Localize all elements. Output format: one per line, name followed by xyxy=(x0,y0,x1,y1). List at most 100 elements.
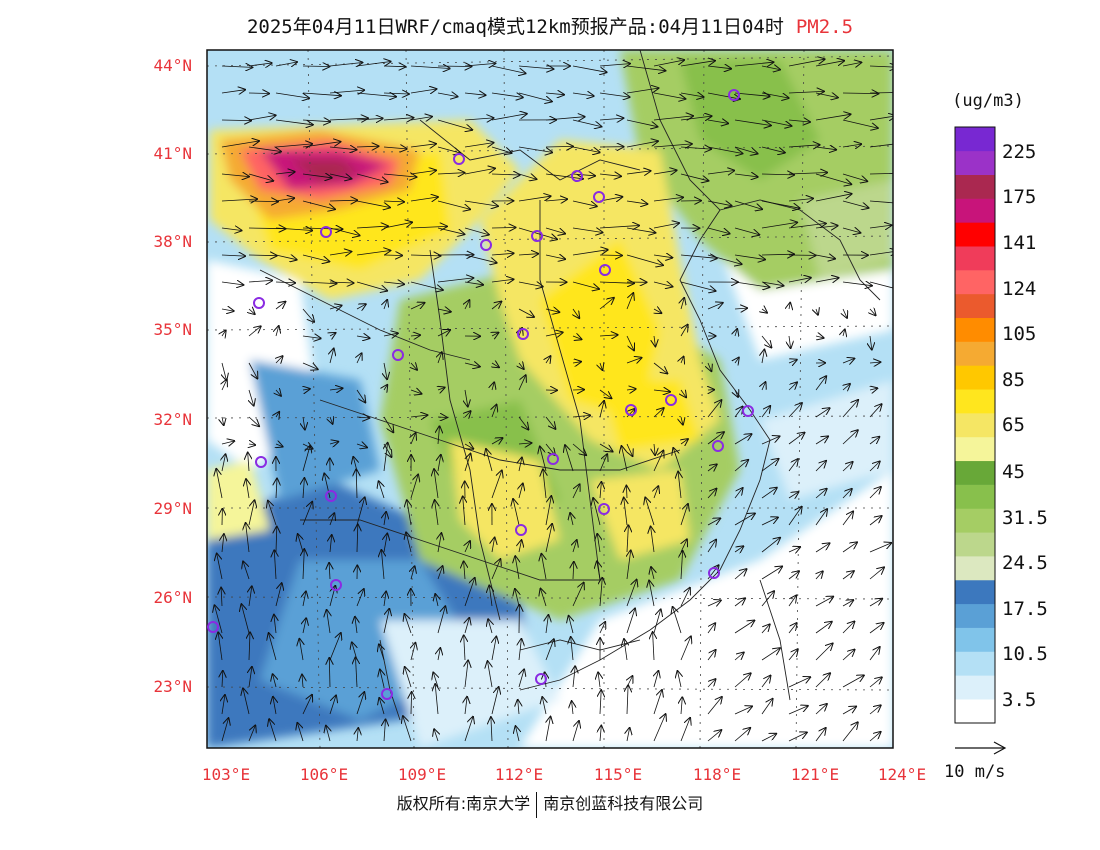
wind-vector xyxy=(680,116,712,120)
wind-vector xyxy=(570,513,573,526)
wind-vector xyxy=(437,330,450,336)
wind-vector xyxy=(599,443,613,452)
wind-vector xyxy=(869,173,893,174)
wind-vector xyxy=(761,648,780,661)
wind-vector xyxy=(734,255,765,260)
wind-vector xyxy=(275,583,282,607)
wind-vector xyxy=(383,222,412,229)
wind-vector xyxy=(626,293,633,310)
wind-vector xyxy=(275,228,312,231)
wind-vector xyxy=(680,281,716,291)
copyright-company: 南京创蓝科技有限公司 xyxy=(543,794,704,813)
wind-vector xyxy=(842,542,857,553)
legend-unit: (ug/m3) xyxy=(952,91,1024,111)
wind-vector xyxy=(488,619,492,634)
wind-vector xyxy=(546,356,551,363)
wind-vector xyxy=(491,471,502,499)
wind-vector xyxy=(545,146,573,147)
wind-vector xyxy=(707,464,717,471)
wind-vector xyxy=(273,674,276,688)
wind-vector xyxy=(681,357,684,363)
wind-vector xyxy=(599,93,630,97)
wind-vector xyxy=(541,589,547,607)
wind-vector xyxy=(248,63,272,66)
wind-vector xyxy=(842,650,855,661)
wind-vector xyxy=(762,382,766,391)
wind-vector xyxy=(486,449,493,472)
wind-vector xyxy=(302,254,329,262)
colorbar-segment xyxy=(955,127,995,152)
wind-vector xyxy=(491,174,520,175)
wind-vector xyxy=(681,417,683,425)
wind-vector xyxy=(707,679,716,688)
lat-label: 41°N xyxy=(153,144,192,163)
wind-vector xyxy=(645,498,655,526)
wind-vector xyxy=(842,400,858,418)
wind-vector xyxy=(545,117,585,120)
wind-vector xyxy=(438,352,442,364)
wind-vector xyxy=(302,362,318,369)
wind-vector xyxy=(680,173,708,181)
wind-vector xyxy=(653,255,672,258)
wind-vector xyxy=(249,586,252,607)
wind-vector xyxy=(464,363,480,367)
wind-vector xyxy=(815,93,838,98)
wind-vector xyxy=(437,93,458,97)
wind-vector xyxy=(600,401,604,418)
wind-vector xyxy=(435,684,438,715)
wind-vector xyxy=(465,411,471,417)
wind-vector xyxy=(435,500,438,526)
wind-vector xyxy=(869,647,880,661)
wind-vector xyxy=(870,335,872,350)
wind-vector xyxy=(573,562,574,580)
wind-vector xyxy=(491,93,523,97)
lon-label: 106°E xyxy=(299,765,349,784)
title-pollutant: PM2.5 xyxy=(795,16,854,38)
wind-vector xyxy=(329,200,357,201)
wind-vector xyxy=(815,644,833,661)
lon-label: 121°E xyxy=(790,765,840,784)
wind-vector xyxy=(464,444,473,449)
circle-marker-icon xyxy=(708,567,720,579)
wind-vector xyxy=(248,726,255,742)
wind-vector xyxy=(593,498,601,526)
colorbar-segment xyxy=(955,246,995,271)
wind-vector xyxy=(221,90,245,93)
wind-vector xyxy=(571,637,573,661)
wind-vector xyxy=(303,478,304,499)
colorbar-segment xyxy=(955,413,995,438)
wind-vector xyxy=(761,254,794,255)
wind-vector xyxy=(761,538,780,553)
wind-vector xyxy=(302,66,329,67)
colorbar-label: 175 xyxy=(1002,186,1037,208)
wind-vector xyxy=(248,280,272,282)
wind-vector xyxy=(249,309,255,314)
wind-vector xyxy=(788,507,802,526)
wind-vector xyxy=(626,65,665,71)
wind-vector xyxy=(788,706,808,715)
wind-vector xyxy=(384,720,386,742)
wind-vector xyxy=(437,200,470,209)
wind-vector xyxy=(464,717,473,742)
wind-vector xyxy=(329,282,354,283)
wind-vector xyxy=(383,147,407,149)
wind-vector xyxy=(572,65,607,72)
wind-vector xyxy=(869,677,882,688)
colorbar-label: 24.5 xyxy=(1002,552,1048,574)
wind-vector xyxy=(276,390,281,396)
wind-vector xyxy=(572,281,599,289)
wind-vector xyxy=(788,223,826,229)
wind-vector xyxy=(276,479,277,499)
wind-vector xyxy=(518,92,552,102)
wind-vector xyxy=(356,692,364,715)
wind-vector xyxy=(600,578,602,607)
lat-label: 44°N xyxy=(153,56,192,75)
wind-vector xyxy=(329,174,351,179)
wind-vector xyxy=(678,472,681,499)
wind-vector xyxy=(869,462,880,472)
wind-vector xyxy=(302,174,332,178)
wind-vector xyxy=(221,141,259,148)
wind-vector xyxy=(302,695,312,715)
wind-vector xyxy=(411,363,417,370)
circle-marker-icon xyxy=(255,456,267,468)
